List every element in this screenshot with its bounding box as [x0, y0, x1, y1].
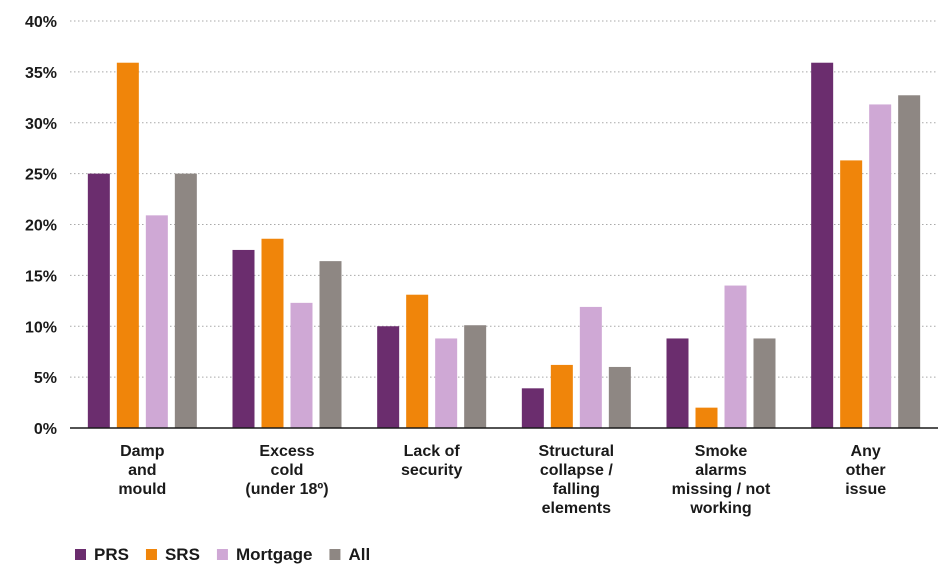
- bar-mortgage: [724, 285, 747, 428]
- x-tick-label: Lack of security: [401, 443, 462, 479]
- x-tick-label: Excess cold (under 18º): [245, 443, 328, 498]
- bar-mortgage: [145, 215, 168, 428]
- y-tick-label: 30%: [25, 116, 57, 133]
- bar-srs: [840, 160, 863, 428]
- bar-srs: [116, 62, 139, 428]
- legend-swatch-mortgage: [216, 549, 228, 560]
- x-tick-label: Smoke alarms missing / not working: [672, 443, 771, 517]
- y-tick-labels: 0% 5% 10% 15% 20% 25% 30% 35% 40%: [25, 14, 57, 438]
- y-tick-label: 10%: [25, 319, 57, 336]
- bar-prs: [377, 326, 400, 428]
- bar-prs: [87, 173, 110, 428]
- x-tick-label: Any other issue: [845, 443, 886, 498]
- legend-label-mortgage: Mortgage: [236, 545, 313, 564]
- bar-mortgage: [869, 104, 892, 428]
- bar-mortgage: [579, 306, 602, 428]
- y-tick-label: 35%: [25, 65, 57, 82]
- x-tick-label: Structural collapse / falling elements: [539, 443, 615, 517]
- y-tick-label: 40%: [25, 14, 57, 31]
- bar-prs: [521, 388, 544, 428]
- legend-label-prs: PRS: [94, 545, 129, 564]
- bars: [87, 62, 921, 428]
- bar-all: [319, 261, 342, 428]
- bar-mortgage: [435, 338, 458, 428]
- bar-mortgage: [290, 302, 313, 428]
- bar-all: [753, 338, 776, 428]
- bar-srs: [550, 364, 573, 428]
- bar-srs: [406, 294, 429, 428]
- y-tick-label: 0%: [34, 421, 57, 438]
- bar-srs: [695, 407, 718, 428]
- bar-all: [174, 173, 197, 428]
- bar-srs: [261, 238, 284, 428]
- y-tick-label: 5%: [34, 370, 57, 387]
- bar-prs: [232, 249, 255, 428]
- legend-swatch-srs: [145, 549, 157, 560]
- legend-label-all: All: [348, 545, 370, 564]
- bar-all: [898, 95, 921, 428]
- bar-all: [608, 366, 631, 428]
- y-tick-label: 15%: [25, 268, 57, 285]
- y-tick-label: 20%: [25, 218, 57, 235]
- legend-swatch-all: [329, 549, 341, 560]
- y-tick-label: 25%: [25, 167, 57, 184]
- bar-prs: [811, 62, 834, 428]
- bar-prs: [666, 338, 689, 428]
- x-tick-labels: Damp and mould Excess cold (under 18º) Lack of…: [118, 443, 886, 517]
- x-tick-label: Damp and mould: [118, 443, 166, 498]
- legend-label-srs: SRS: [165, 545, 200, 564]
- legend-swatch-prs: [75, 549, 86, 560]
- gridlines: [70, 20, 938, 378]
- bar-all: [464, 325, 487, 428]
- legend: PRS SRS Mortgage All: [75, 545, 370, 564]
